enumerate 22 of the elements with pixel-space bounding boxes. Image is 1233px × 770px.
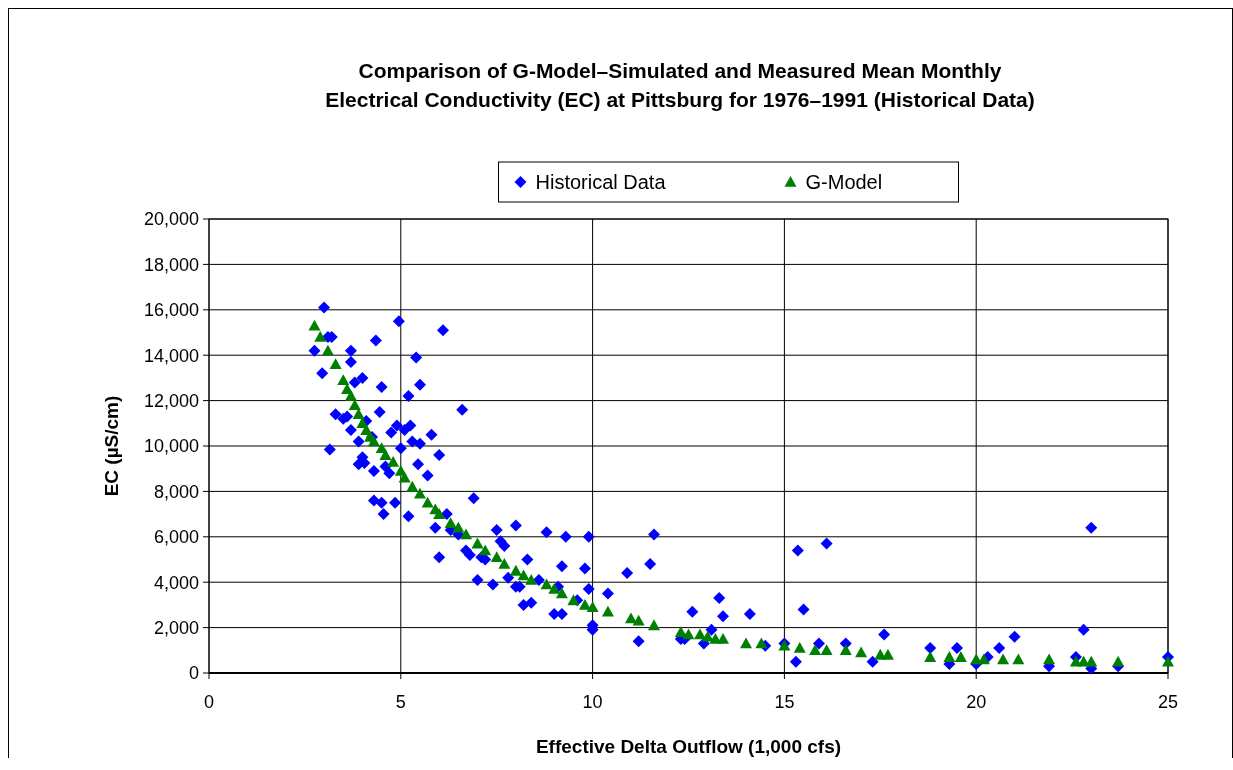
y-tick-label: 20,000 [143, 209, 199, 230]
x-tick-label: 0 [203, 692, 215, 712]
x-axis-title: Effective Delta Outflow (1,000 cfs) [535, 736, 842, 757]
x-tick-label: 25 [1157, 692, 1179, 712]
y-axis-title: EC (µS/cm) [101, 395, 122, 497]
y-tick-label: 2,000 [153, 617, 199, 638]
chart-title: Comparison of G-Model–Simulated and Measured Mean Monthly Electrical Conductivity (EC) at Pittsburg for 1976–1991 (Historical Data) [325, 59, 1035, 111]
y-tick-label: 4,000 [153, 572, 199, 593]
x-tick-label: 5 [395, 692, 406, 712]
legend-label: Historical Data [535, 171, 667, 193]
x-tick-label: 20 [966, 692, 987, 712]
y-tick-label: 8,000 [153, 481, 199, 502]
y-tick-label: 16,000 [143, 300, 199, 321]
y-tick-label: 0 [188, 663, 199, 684]
y-tick-label: 10,000 [143, 436, 199, 457]
y-tick-label: 18,000 [143, 254, 199, 275]
x-tick-label: 15 [774, 692, 795, 712]
y-tick-label: 12,000 [143, 390, 199, 411]
y-tick-label: 14,000 [143, 345, 199, 366]
y-tick-label: 6,000 [153, 527, 199, 548]
x-tick-label: 10 [582, 692, 603, 712]
legend-label: G-Model [805, 171, 883, 193]
